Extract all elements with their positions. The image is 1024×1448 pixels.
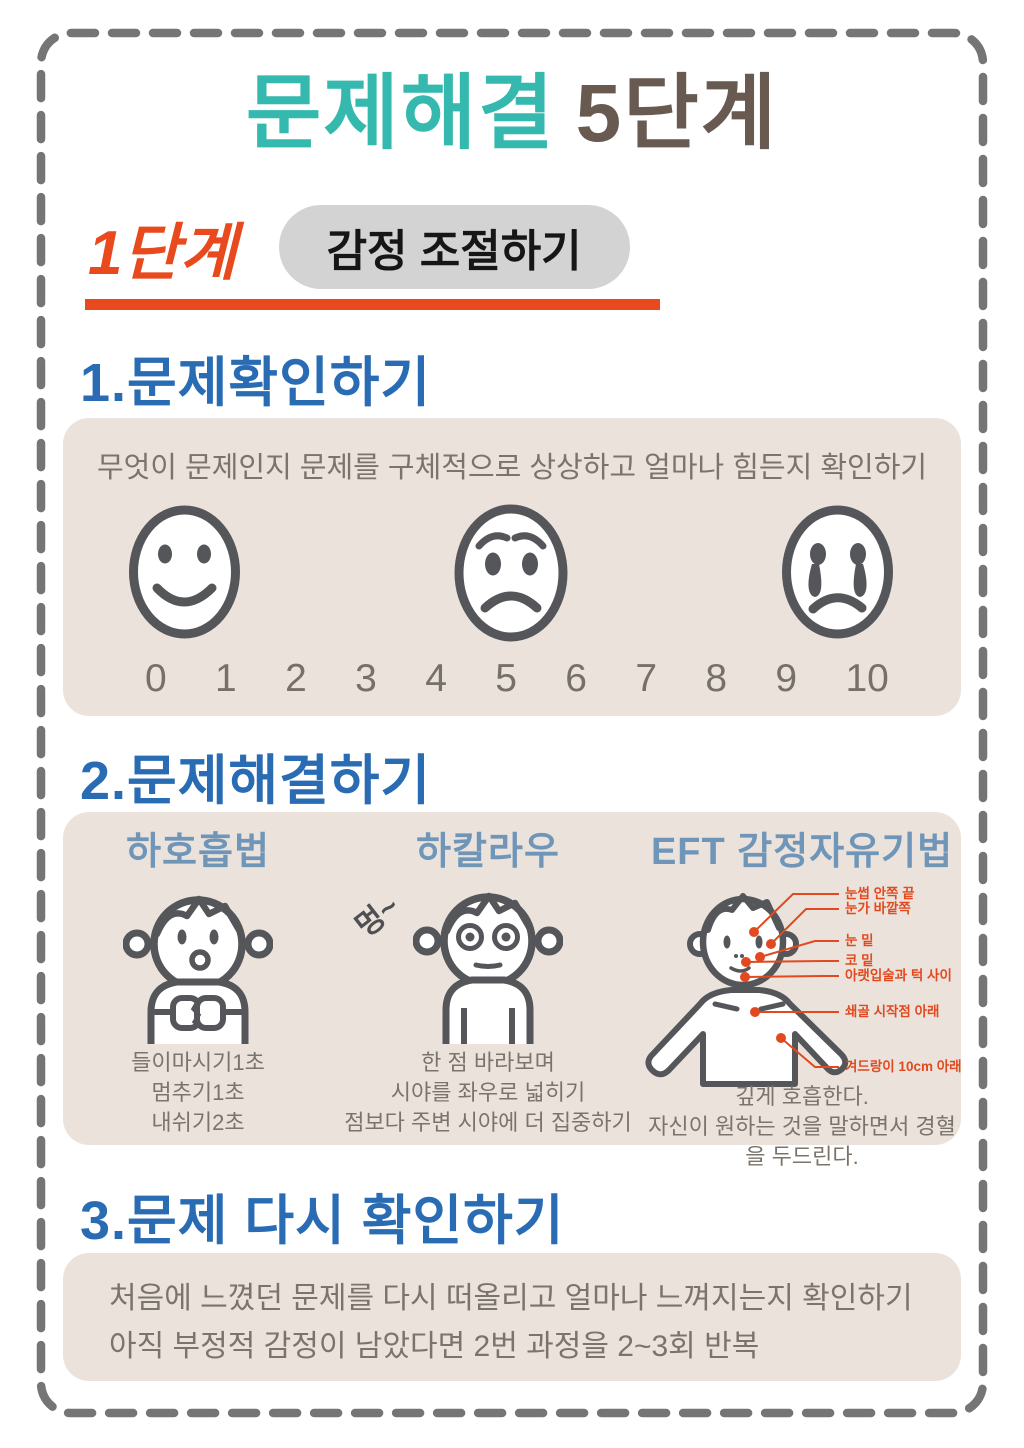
method-eft: EFT 감정자유기법 [643,826,961,1172]
method-eft-caption: 깊게 호흡한다. 자신이 원하는 것을 말하면서 경혈을 두드린다. [648,1084,956,1169]
intensity-scale: 0 1 2 3 4 5 6 7 8 9 10 [63,657,961,701]
staring-boy-icon [413,892,563,1044]
eft-point-label: 아랫입술과 턱 사이 [845,967,952,983]
eft-point-label: 코 밑 [845,953,874,968]
section3-panel: 처음에 느꼈던 문제를 다시 떠올리고 얼마나 느껴지는지 확인하기 아직 부정… [63,1253,961,1381]
scale-number: 4 [425,657,447,700]
eft-tapping-points-icon: 눈썹 안쪽 끝 눈가 바깥쪽 눈 밑 코 밑 아랫입술과 턱 사이 쇄골 시작점… [645,885,961,1087]
emotion-faces-row [63,502,961,645]
section1-panel: 무엇이 문제인지 문제를 구체적으로 상상하고 얼마나 힘든지 확인하기 [63,418,961,716]
section1-description: 무엇이 문제인지 문제를 구체적으로 상상하고 얼마나 힘든지 확인하기 [96,452,928,484]
dazed-speech-text: 멍~ [349,889,406,944]
scale-number: 7 [635,657,658,700]
scale-number: 2 [285,657,307,700]
scale-number: 5 [495,657,517,700]
section3-line: 처음에 느꼈던 문제를 다시 떠올리고 얼마나 느껴지는지 확인하기 [109,1282,913,1315]
scale-number: 9 [775,657,798,700]
scale-number: 1 [215,657,237,700]
method-breathing-name: 하호흡법 [126,831,270,873]
page-title: 문제해결 5단계 [0,46,1024,165]
eft-point-label: 눈가 바깥쪽 [845,901,911,916]
eft-point-label: 눈썹 안쪽 끝 [845,885,915,901]
crying-face-icon [782,505,893,639]
title-part-teal: 문제해결 [245,68,556,159]
scale-number: 10 [845,657,889,700]
eft-point-label: 겨드랑이 10cm 아래 [845,1058,961,1074]
scale-number: 0 [145,657,167,700]
section3-line: 아직 부정적 감정이 남았다면 2번 과정을 2~3회 반복 [109,1330,760,1363]
step-badge: 1단계 [88,219,237,288]
title-part-brown: 5단계 [575,68,779,159]
method-hakalau-name: 하칼라우 [416,831,560,873]
scale-number: 8 [705,657,728,700]
methods-row: 하호흡법 들이마시기1초 멈추기1초 [63,812,961,1172]
section1-heading: 1.문제확인하기 [80,353,432,413]
eft-point-label: 눈 밑 [845,933,874,948]
method-breathing-caption: 들이마시기1초 멈추기1초 내쉬기2초 [131,1050,265,1135]
eft-point-label: 쇄골 시작점 아래 [845,1003,939,1019]
worried-face-icon [454,504,568,642]
section2-panel: 하호흡법 들이마시기1초 멈추기1초 [63,812,961,1169]
section3-heading: 3.문제 다시 확인하기 [80,1191,565,1251]
scale-number: 3 [355,657,377,700]
method-hakalau: 하칼라우 멍~ 한 점 바라보며 시야를 좌우로 [333,826,643,1172]
method-breathing: 하호흡법 들이마시기1초 멈추기1초 [63,826,333,1172]
happy-face-icon [129,505,240,639]
method-hakalau-caption: 한 점 바라보며 시야를 좌우로 넓히기 점보다 주변 시야에 더 집중하기 [344,1050,632,1135]
step-topic-pill: 감정 조절하기 [278,205,630,289]
section2-heading: 2.문제해결하기 [80,751,432,811]
divider-rule [85,299,660,310]
method-eft-name: EFT 감정자유기법 [650,831,954,873]
breathing-boy-icon [123,895,273,1044]
scale-number: 6 [565,657,587,700]
step-row: 1단계 감정 조절하기 [88,202,630,292]
